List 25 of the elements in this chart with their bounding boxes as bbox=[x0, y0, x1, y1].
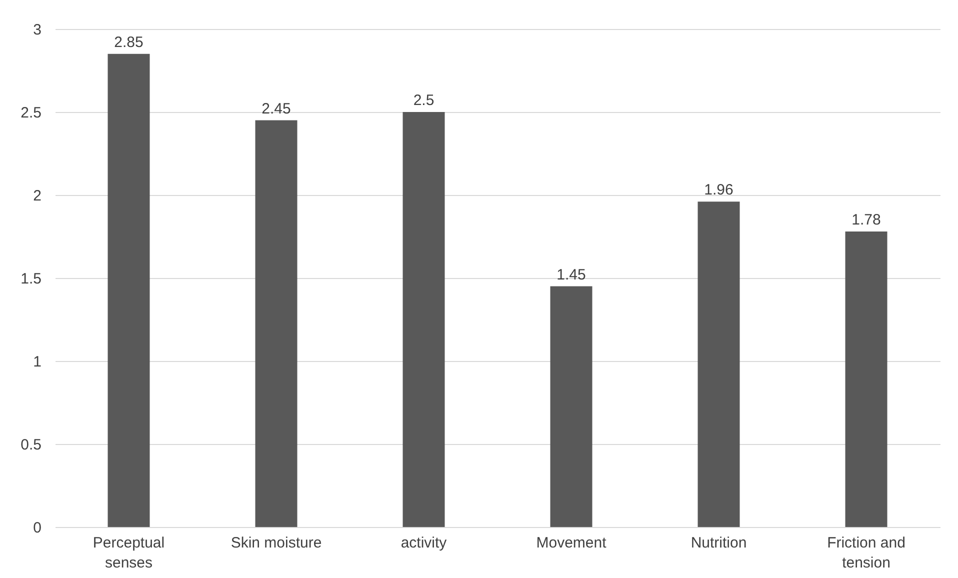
bar bbox=[108, 54, 150, 527]
bar bbox=[845, 232, 888, 527]
x-tick-label: Friction and tension bbox=[827, 534, 906, 572]
data-label: 1.45 bbox=[556, 266, 586, 284]
data-label: 2.45 bbox=[262, 100, 291, 118]
x-tick-label: activity bbox=[400, 534, 448, 552]
x-tick-label: Perceptual senses bbox=[92, 534, 165, 572]
bar bbox=[698, 202, 740, 527]
bar bbox=[255, 120, 298, 527]
x-tick-label: Movement bbox=[536, 534, 608, 552]
x-tick-label: Nutrition bbox=[690, 534, 747, 552]
data-label: 1.78 bbox=[852, 212, 881, 229]
bar bbox=[402, 112, 445, 527]
bar bbox=[550, 286, 592, 527]
y-tick-label: 1.5 bbox=[20, 270, 42, 288]
data-label: 2.5 bbox=[413, 92, 434, 109]
x-tick-label: Skin moisture bbox=[230, 534, 322, 552]
y-tick-label: 3 bbox=[33, 22, 42, 38]
y-tick-label: 2.5 bbox=[20, 104, 42, 122]
y-tick-label: 1 bbox=[33, 354, 42, 370]
y-tick-label: 0.5 bbox=[20, 436, 42, 454]
y-tick-label: 0 bbox=[33, 520, 42, 536]
y-tick-label: 2 bbox=[33, 188, 42, 204]
data-label: 2.85 bbox=[114, 34, 144, 51]
data-label: 1.96 bbox=[704, 182, 734, 199]
